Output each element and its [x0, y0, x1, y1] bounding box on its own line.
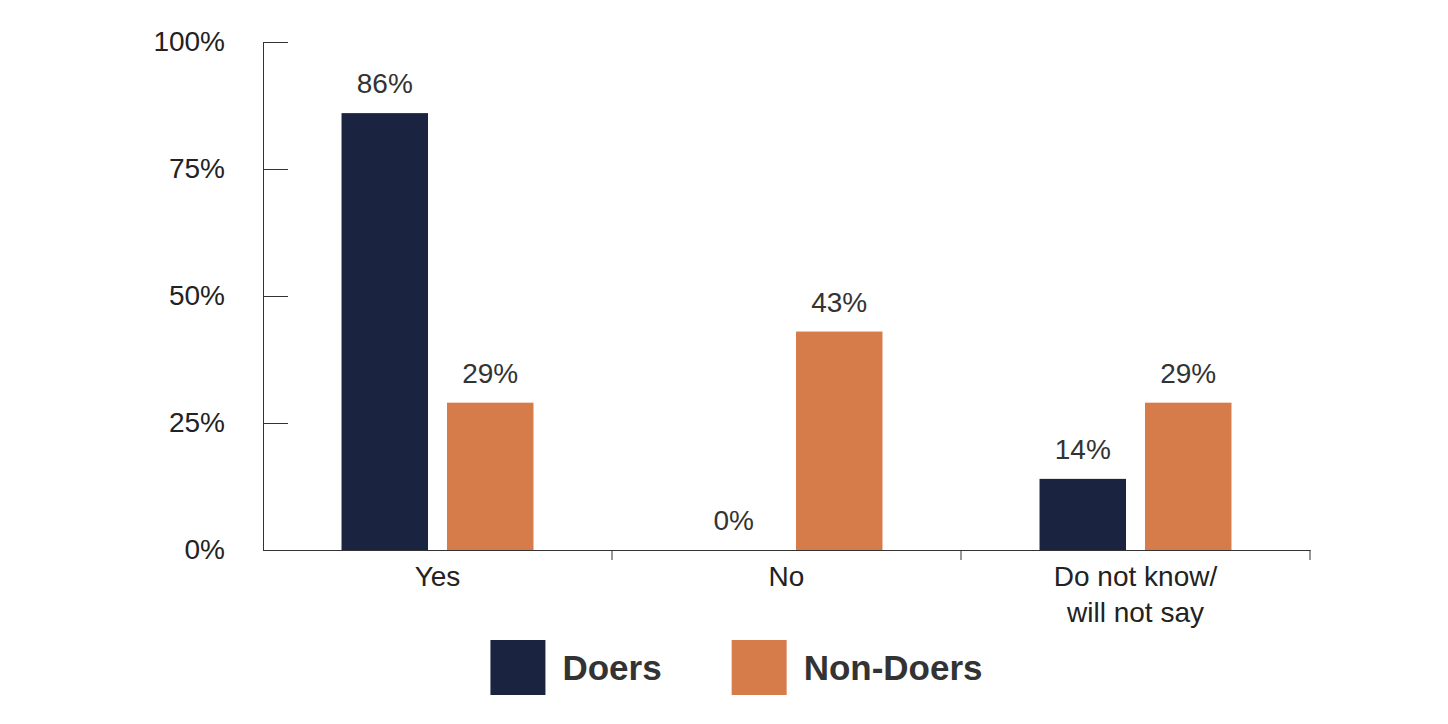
y-tick: 100% [153, 26, 288, 57]
y-tick-mark [263, 42, 288, 43]
legend-item: Non-Doers [732, 640, 983, 695]
legend: Doers Non-Doers [490, 640, 982, 695]
data-label: 43% [811, 287, 867, 318]
bar [691, 550, 777, 551]
chart: 0% 25% 50% 75% 100% Yes No Do not know/will not… [0, 0, 1448, 724]
x-axis: Yes No Do not know/will not say [264, 550, 1311, 628]
y-tick-label: 0% [185, 534, 225, 565]
y-tick: 50% [169, 280, 288, 311]
bar [796, 332, 882, 550]
data-label: 29% [1160, 358, 1216, 389]
y-tick-mark [263, 296, 288, 297]
data-label: 86% [357, 68, 413, 99]
x-tick: Yes [415, 550, 461, 592]
y-tick-label: 50% [169, 280, 225, 311]
data-label: 0% [714, 505, 754, 536]
y-tick: 0% [185, 534, 288, 565]
y-tick-label: 100% [153, 26, 225, 57]
legend-item: Doers [490, 640, 661, 695]
x-tick: No [769, 550, 805, 592]
bar [1145, 403, 1231, 550]
data-labels: 86% 0% 14% 29% 43% 29% [357, 68, 1217, 536]
bars [342, 113, 1232, 550]
legend-swatch [732, 640, 787, 695]
category-separator [961, 550, 962, 560]
x-axis-line [264, 550, 1311, 551]
x-tick-label: Do not know/will not say [1054, 561, 1218, 628]
bar [342, 113, 428, 550]
category-separators [612, 550, 1310, 560]
y-axis: 0% 25% 50% 75% 100% [153, 26, 288, 565]
y-tick: 75% [169, 153, 288, 184]
legend-swatch [490, 640, 545, 695]
category-separator [612, 550, 613, 560]
bar [447, 403, 533, 550]
bar [1040, 479, 1126, 550]
x-tick-label: Yes [415, 561, 461, 592]
x-tick-label: No [769, 561, 805, 592]
y-tick-label: 25% [169, 407, 225, 438]
y-tick: 25% [169, 407, 288, 438]
y-tick-mark [263, 423, 288, 424]
data-label: 14% [1055, 434, 1111, 465]
y-tick-mark [263, 169, 288, 170]
y-axis-line [264, 43, 289, 551]
category-separator [1310, 550, 1311, 560]
x-tick: Do not know/will not say [1054, 550, 1218, 628]
legend-label: Non-Doers [804, 648, 983, 687]
y-tick-label: 75% [169, 153, 225, 184]
legend-label: Doers [562, 648, 661, 687]
data-label: 29% [462, 358, 518, 389]
